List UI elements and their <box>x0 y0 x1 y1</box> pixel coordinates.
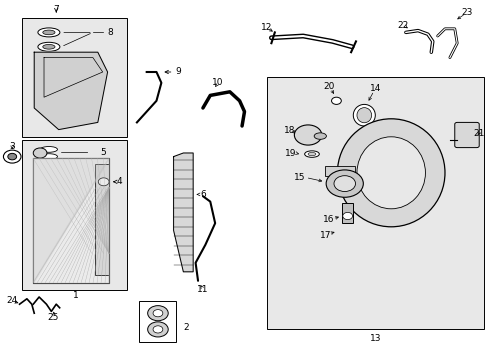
Bar <box>266 77 483 329</box>
Text: 12: 12 <box>260 22 272 31</box>
Ellipse shape <box>352 104 375 126</box>
Circle shape <box>153 326 163 333</box>
Ellipse shape <box>40 154 58 159</box>
Circle shape <box>8 153 17 160</box>
Circle shape <box>153 310 163 317</box>
Circle shape <box>331 97 341 104</box>
Ellipse shape <box>356 137 425 209</box>
Ellipse shape <box>313 133 326 139</box>
Ellipse shape <box>43 30 55 35</box>
Text: 18: 18 <box>284 126 295 135</box>
Circle shape <box>98 178 109 186</box>
Text: 20: 20 <box>322 82 334 91</box>
Text: 8: 8 <box>107 28 113 37</box>
Text: 25: 25 <box>47 313 59 322</box>
Text: 22: 22 <box>397 21 408 30</box>
Ellipse shape <box>38 42 60 51</box>
Ellipse shape <box>38 28 60 37</box>
Text: 9: 9 <box>175 68 181 77</box>
Circle shape <box>294 125 321 145</box>
Bar <box>22 18 127 137</box>
Text: 21: 21 <box>472 129 484 138</box>
Bar <box>22 140 127 290</box>
Text: 10: 10 <box>211 78 223 87</box>
Text: 2: 2 <box>183 323 188 332</box>
Text: 24: 24 <box>6 296 18 305</box>
Circle shape <box>342 212 352 220</box>
Text: 17: 17 <box>319 231 331 240</box>
Ellipse shape <box>337 119 444 227</box>
Polygon shape <box>33 158 109 283</box>
Bar <box>342 203 352 223</box>
Circle shape <box>147 306 168 321</box>
Circle shape <box>325 170 363 197</box>
Circle shape <box>333 176 355 192</box>
Circle shape <box>3 150 21 163</box>
Bar <box>33 158 109 283</box>
Text: 11: 11 <box>197 285 208 294</box>
Text: 19: 19 <box>285 149 296 158</box>
Circle shape <box>147 322 168 337</box>
Ellipse shape <box>43 45 55 49</box>
Text: 14: 14 <box>369 84 381 93</box>
Bar <box>139 301 176 342</box>
Text: 16: 16 <box>322 215 334 224</box>
Text: 1: 1 <box>73 291 79 300</box>
Text: 5: 5 <box>100 148 105 157</box>
Bar <box>325 166 354 176</box>
Ellipse shape <box>356 108 371 123</box>
Text: 23: 23 <box>460 8 472 17</box>
Text: 6: 6 <box>200 190 205 199</box>
Text: 13: 13 <box>369 334 381 343</box>
FancyBboxPatch shape <box>454 122 478 148</box>
Polygon shape <box>33 158 109 283</box>
Text: 3: 3 <box>9 143 15 152</box>
Bar <box>95 164 109 275</box>
Text: 15: 15 <box>293 173 305 181</box>
Ellipse shape <box>40 147 58 152</box>
Text: 4: 4 <box>117 177 122 186</box>
Polygon shape <box>173 153 193 272</box>
Ellipse shape <box>304 151 319 157</box>
Text: 7: 7 <box>53 4 59 13</box>
Polygon shape <box>34 52 107 130</box>
Ellipse shape <box>307 153 315 156</box>
Circle shape <box>33 148 47 158</box>
